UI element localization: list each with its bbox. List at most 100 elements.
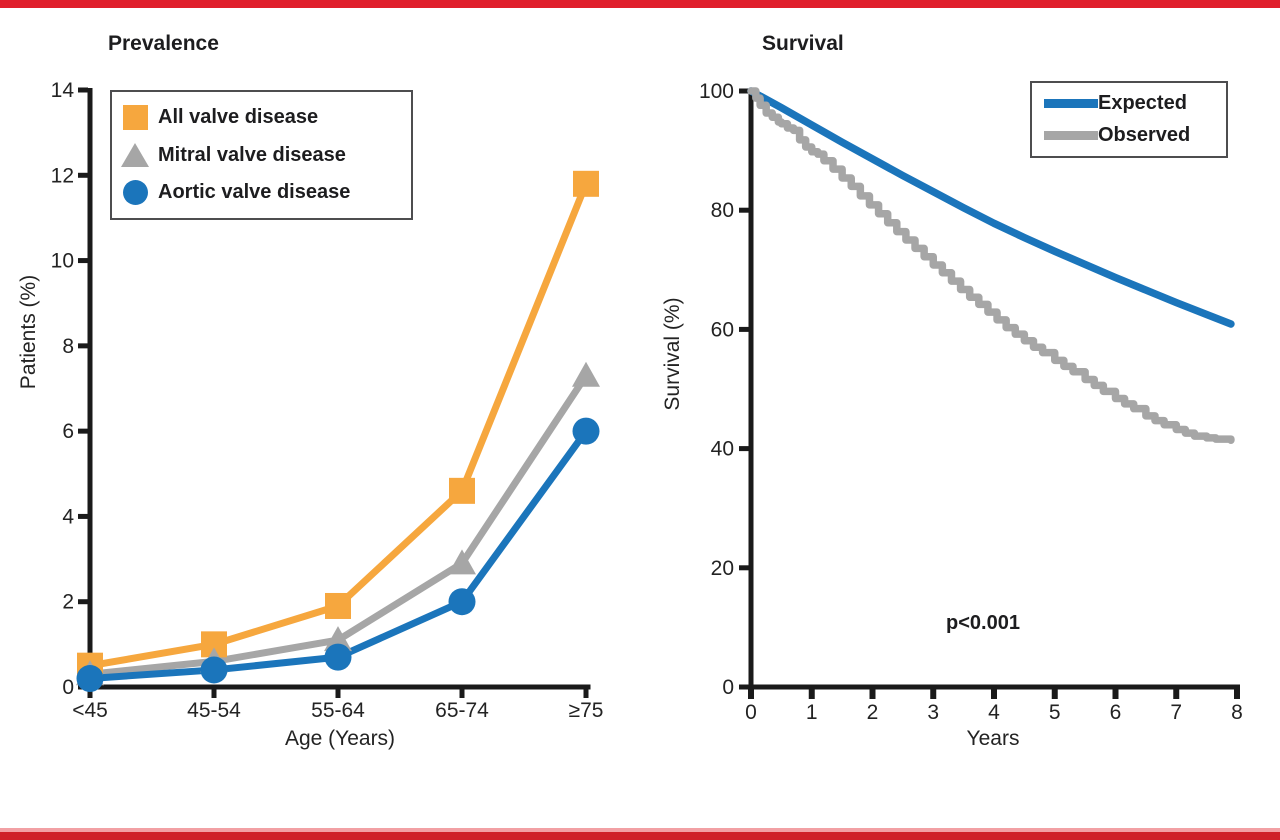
tick-label: ≥75 [569, 699, 604, 722]
tick-label: 2 [62, 591, 74, 614]
triangle-marker-icon [76, 660, 104, 686]
x-tick [459, 687, 465, 698]
tick-label: 45-54 [187, 699, 241, 722]
circle-marker-icon [122, 180, 148, 205]
survival-x-axis-label: Years [966, 727, 1020, 750]
x-tick [1173, 687, 1180, 699]
tick-label: 10 [51, 250, 74, 273]
legend-item-aortic-valve-disease: Aortic valve disease [112, 180, 411, 205]
y-tick [78, 428, 88, 434]
triangle-marker-icon [572, 361, 600, 387]
tick-label: 1 [806, 701, 818, 724]
square-marker-icon [449, 477, 475, 504]
prevalence-x-axis-label: Age (Years) [284, 727, 396, 750]
p-value-annotation: p<0.001 [946, 612, 1020, 634]
triangle-marker-icon [121, 143, 149, 167]
x-tick [748, 687, 754, 699]
y-tick [739, 565, 749, 571]
x-tick [87, 687, 93, 698]
tick-label: <45 [72, 699, 108, 722]
legend-item-expected: Expected [1032, 92, 1226, 115]
survival-title: Survival [762, 32, 844, 55]
prevalence-y-axis-label: Patients (%) [17, 274, 40, 390]
x-tick [1112, 687, 1119, 699]
y-tick [78, 172, 88, 178]
tick-label: 0 [62, 676, 74, 699]
tick-label: 6 [62, 420, 74, 443]
line-swatch-icon [1044, 99, 1098, 108]
y-tick [739, 446, 749, 452]
x-tick [869, 687, 876, 699]
y-tick [739, 88, 749, 94]
y-tick [78, 599, 88, 605]
x-tick [991, 687, 997, 699]
tick-label: 80 [711, 199, 734, 222]
legend-label: Mitral valve disease [158, 143, 346, 166]
circle-marker-icon [76, 664, 104, 692]
line-swatch-icon [1044, 131, 1098, 140]
prevalence-x-axis [87, 684, 591, 690]
y-tick [739, 684, 749, 690]
tick-label: 3 [927, 701, 939, 724]
bottom-red-rule [0, 832, 1280, 840]
tick-label: 100 [699, 80, 734, 103]
circle-marker-icon [448, 588, 476, 616]
circle-marker-icon [324, 643, 352, 671]
tick-label: 14 [51, 79, 75, 102]
survival-x-axis [748, 684, 1240, 690]
prevalence-legend: All valve disease Mitral valve disease A… [110, 90, 413, 220]
x-tick [1051, 687, 1058, 699]
prevalence-y-axis [87, 88, 93, 690]
legend-item-observed: Observed [1032, 124, 1226, 147]
tick-label: 5 [1049, 701, 1061, 724]
survival-y-axis-label: Survival (%) [661, 297, 684, 411]
tick-label: 0 [722, 676, 734, 699]
series-line-triangle [86, 372, 590, 678]
square-marker-icon [77, 652, 103, 679]
top-red-rule [0, 0, 1280, 8]
triangle-marker-icon [324, 626, 352, 652]
y-tick [78, 513, 88, 519]
triangle-marker-icon [448, 549, 476, 575]
tick-label: 0 [745, 701, 757, 724]
triangle-marker-icon [200, 647, 228, 673]
x-tick [808, 687, 815, 699]
tick-label: 8 [1231, 701, 1243, 724]
y-tick [78, 343, 88, 349]
survival-y-axis [748, 88, 754, 690]
series-line-square [86, 180, 590, 670]
y-tick [78, 87, 88, 93]
prevalence-title: Prevalence [108, 32, 219, 55]
legend-label: Expected [1098, 92, 1187, 114]
y-tick [739, 326, 749, 332]
x-tick [211, 687, 217, 698]
legend-item-mitral-valve-disease: Mitral valve disease [112, 143, 411, 167]
tick-label: 40 [711, 438, 734, 461]
x-tick [1234, 687, 1240, 699]
tick-label: 6 [1110, 701, 1122, 724]
y-tick [78, 258, 88, 264]
x-tick [930, 687, 937, 699]
x-tick [583, 687, 589, 698]
circle-marker-icon [200, 656, 228, 684]
series-line-circle [86, 427, 590, 682]
square-marker-icon [325, 592, 351, 619]
tick-label: 4 [988, 701, 1000, 724]
survival-legend: Expected Observed [1030, 81, 1228, 158]
square-marker-icon [122, 105, 148, 130]
legend-label: All valve disease [158, 106, 319, 128]
tick-label: 60 [711, 318, 734, 341]
tick-label: 4 [62, 505, 74, 528]
tick-label: 2 [867, 701, 879, 724]
square-marker-icon [573, 170, 599, 197]
y-tick [78, 684, 88, 690]
tick-label: 20 [711, 557, 734, 580]
tick-label: 7 [1170, 701, 1182, 724]
legend-item-all-valve-disease: All valve disease [112, 105, 411, 130]
circle-marker-icon [572, 417, 600, 445]
tick-label: 12 [51, 164, 74, 187]
y-tick [739, 207, 749, 213]
x-tick [335, 687, 341, 698]
tick-label: 65-74 [435, 699, 489, 722]
legend-label: Observed [1098, 124, 1191, 146]
